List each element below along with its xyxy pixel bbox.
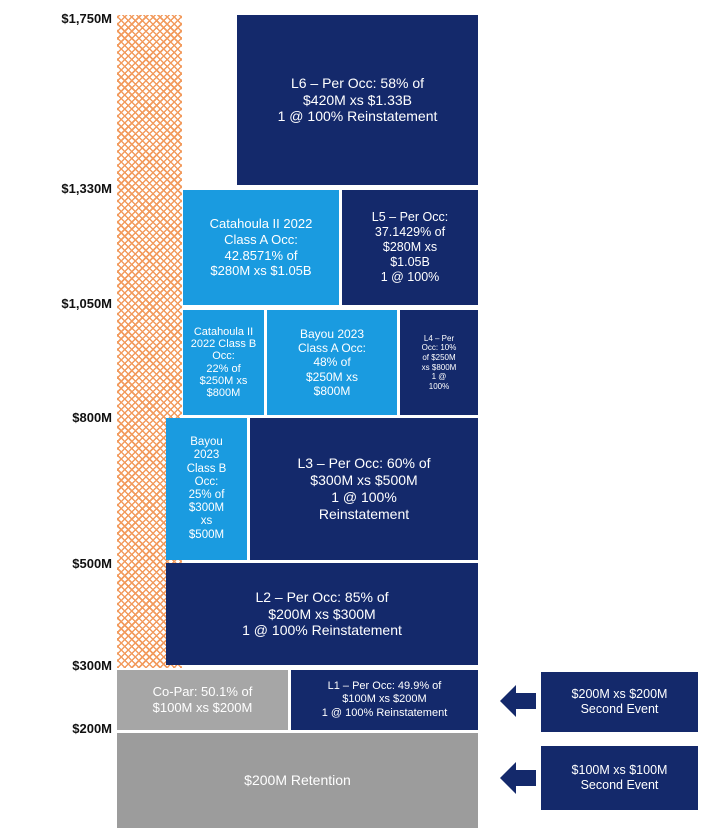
layer-block: L3 – Per Occ: 60% of $300M xs $500M 1 @ 10… — [250, 418, 478, 560]
layer-block: L1 – Per Occ: 49.9% of $100M xs $200M 1 @ … — [291, 670, 478, 730]
layer-block: Bayou 2023 Class B Occ: 25% of $300M xs $500M — [166, 418, 247, 560]
block-text: Reinstatement — [318, 505, 410, 522]
block-text: $200M xs $200M — [571, 687, 668, 701]
callout-box: $100M xs $100M Second Event — [541, 746, 698, 810]
block-text: $1.05B — [390, 255, 430, 269]
block-text: Occ: 10% — [421, 343, 457, 353]
block-text: L6 – Per Occ: 58% of — [290, 74, 425, 91]
layer-block: L5 – Per Occ: 37.1429% of $280M xs $1.05B 1 … — [342, 190, 478, 305]
callout-box: $200M xs $200M Second Event — [541, 672, 698, 732]
block-text: 1 @ 100% Reinstatement — [242, 622, 402, 639]
block-text: Class B — [186, 462, 227, 475]
axis-label: $300M — [72, 658, 112, 673]
axis-label: $1,750M — [61, 11, 112, 26]
block-text: 25% of — [188, 489, 225, 501]
block-text: $250M xs — [305, 369, 359, 384]
layer-block: L6 – Per Occ: 58% of $420M xs $1.33B 1 @ 1… — [237, 15, 478, 185]
arrow — [500, 762, 536, 794]
block-text: $300M — [188, 502, 225, 515]
block-text: xs $800M — [421, 362, 457, 372]
block-text: xs — [200, 515, 213, 528]
arrows — [500, 685, 536, 794]
layer-block: L2 – Per Occ: 85% of $200M xs $300M 1 @ 10… — [166, 563, 478, 665]
block-text: Bayou — [190, 436, 223, 449]
arrow — [500, 685, 536, 717]
block-text: $420M xs $1.33B — [303, 91, 412, 108]
block-text: L3 – Per Occ: 60% of — [297, 455, 431, 472]
block-text: 1 @ 100% — [380, 270, 440, 284]
block-text: $100M xs $200M — [342, 693, 427, 706]
block-text: $200M Retention — [244, 772, 351, 789]
layer-block: $200M Retention — [117, 733, 478, 828]
axis-label: $500M — [72, 556, 112, 571]
layer-block: Co-Par: 50.1% of $100M xs $200M — [117, 670, 288, 730]
block-text: $800M — [206, 386, 241, 399]
block-text: L4 – Per — [423, 333, 455, 343]
block-text: L2 – Per Occ: 85% of — [255, 588, 389, 605]
block-text: Second Event — [580, 702, 659, 716]
axis-label: $1,330M — [61, 181, 112, 196]
axis-label: $800M — [72, 410, 112, 425]
block-text: 48% of — [313, 355, 351, 370]
block-text: 1 @ 100% — [331, 489, 397, 505]
block-text: Occ: — [212, 350, 235, 363]
layer-block: L4 – Per Occ: 10% of $250M xs $800M 1 @100% — [400, 310, 478, 415]
block-text: $300M xs $500M — [310, 472, 418, 489]
block-text: 1 @ — [431, 372, 447, 382]
block-text: $800M — [313, 384, 351, 399]
block-text: Class A Occ: — [224, 231, 298, 247]
layer-block: Bayou 2023 Class A Occ: 48% of $250M xs $800… — [267, 310, 397, 415]
block-text: Second Event — [580, 778, 659, 792]
block-text: 1 @ 100% Reinstatement — [321, 706, 448, 719]
block-text: L1 – Per Occ: 49.9% of — [327, 680, 442, 693]
layer-block: Catahoula II 2022 Class A Occ: 42.8571% of… — [183, 190, 339, 305]
block-text: L5 – Per Occ: — [371, 210, 449, 224]
block-text: 1 @ 100% Reinstatement — [277, 108, 438, 125]
axis-label: $200M — [72, 721, 112, 736]
block-text: Occ: — [194, 475, 219, 488]
block-text: $280M xs — [382, 240, 438, 254]
block-text: of $250M — [422, 352, 456, 362]
block-text: $100M xs $200M — [152, 700, 253, 715]
block-text: $250M xs — [199, 374, 248, 387]
layer-block: Catahoula II 2022 Class B Occ: 22% of $250M … — [183, 310, 264, 415]
block-text: Co-Par: 50.1% of — [152, 684, 253, 700]
block-text: Class A Occ: — [297, 340, 367, 355]
block-text: 42.8571% of — [224, 247, 298, 263]
axis-label: $1,050M — [61, 296, 112, 311]
block-text: 2023 — [193, 449, 220, 462]
block-text: 100% — [428, 381, 450, 391]
block-text: $200M xs $300M — [268, 605, 376, 622]
block-text: $500M — [188, 528, 225, 541]
block-text: $280M xs $1.05B — [210, 263, 312, 279]
block-text: 2022 Class B — [190, 338, 257, 351]
block-text: 22% of — [206, 362, 241, 375]
block-text: Bayou 2023 — [299, 326, 365, 341]
block-text: Catahoula II 2022 — [209, 216, 313, 232]
block-text: Catahoula II — [193, 326, 254, 339]
block-text: $100M xs $100M — [571, 763, 668, 777]
block-text: 37.1429% of — [374, 225, 446, 239]
